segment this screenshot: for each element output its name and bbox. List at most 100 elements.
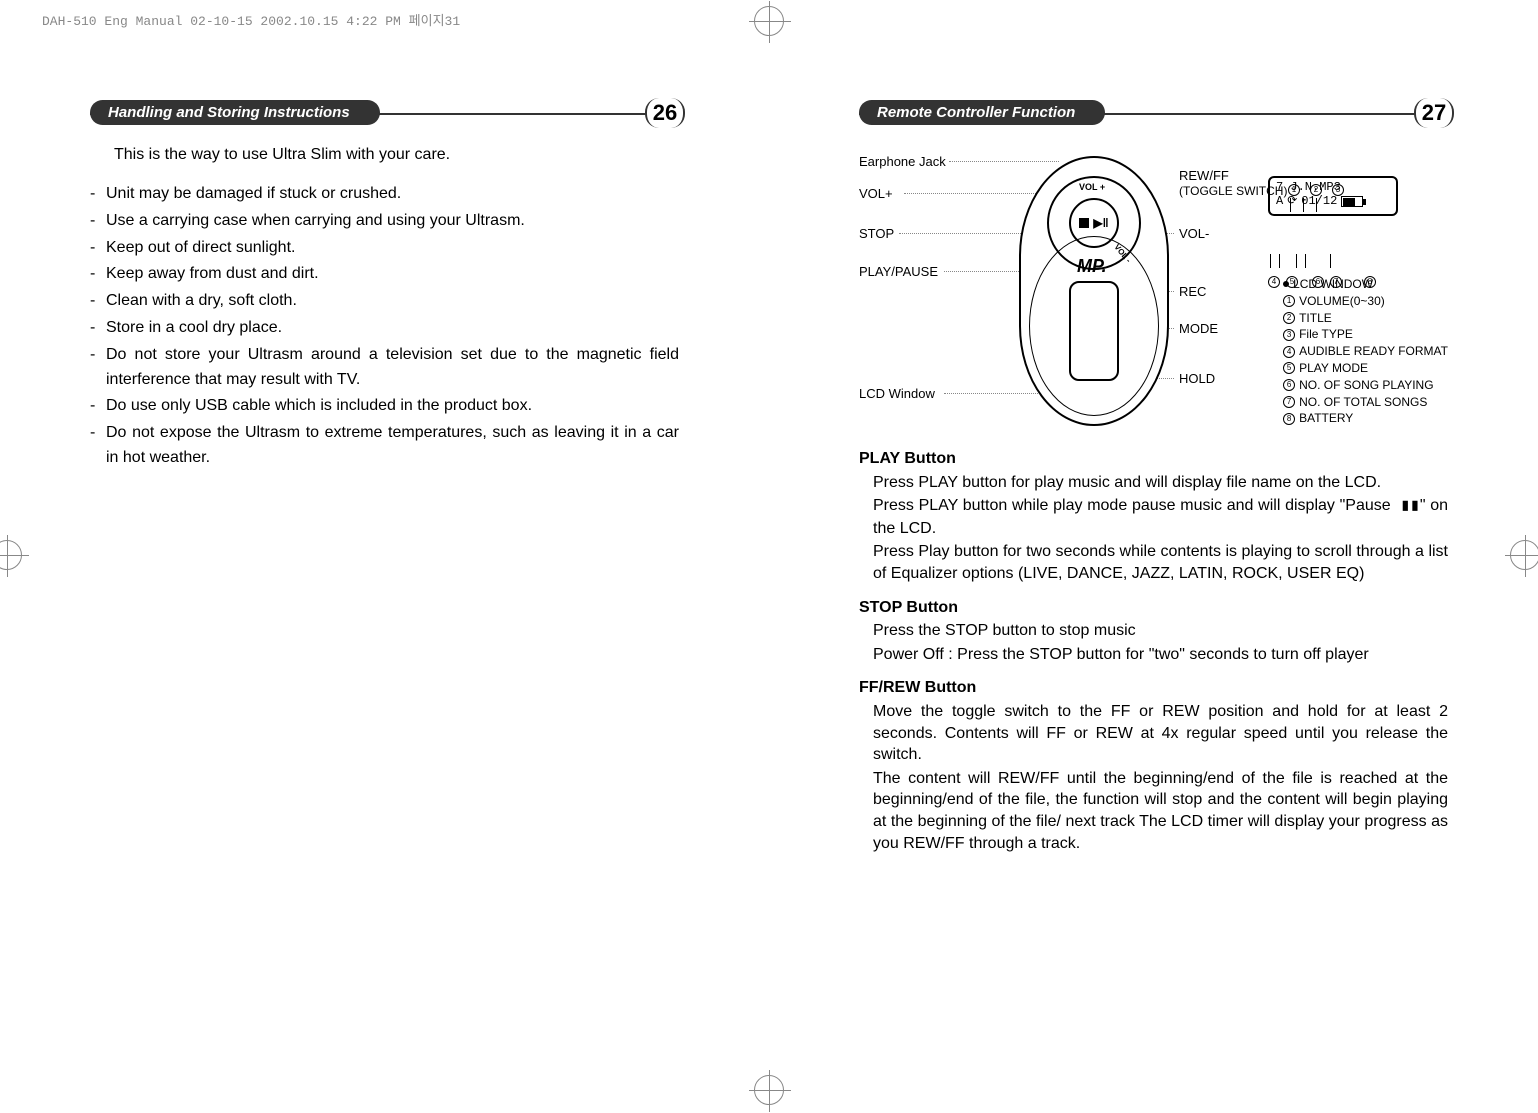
- left-title: Handling and Storing Instructions: [90, 100, 380, 125]
- spread: Handling and Storing Instructions 26 Thi…: [0, 0, 1538, 1113]
- legend-item: 2 TITLE: [1283, 310, 1448, 327]
- play-heading: PLAY Button: [859, 448, 1448, 470]
- lcd-line-2: A ⟳ 01/12: [1276, 194, 1390, 208]
- label-vol-minus: VOL-: [1179, 226, 1209, 241]
- lcd-callout: 1 2 3 7 J.N.MP3 A ⟳ 01/12: [1228, 176, 1448, 216]
- play-icon: ▶ǁ: [1093, 216, 1108, 230]
- leader-line: [949, 161, 1059, 162]
- dash-icon: -: [90, 421, 106, 471]
- dash-icon: -: [90, 262, 106, 287]
- legend-item: 6 NO. OF SONG PLAYING: [1283, 377, 1448, 394]
- label-rew-ff: REW/FF: [1179, 168, 1229, 183]
- circled-2: 2: [1283, 312, 1295, 324]
- legend-text: PLAY MODE: [1299, 360, 1368, 377]
- bullet-text: Do not store your Ultrasm around a telev…: [106, 343, 679, 393]
- label-rec: REC: [1179, 284, 1206, 299]
- dash-icon: -: [90, 236, 106, 261]
- remote-lcd-window: [1069, 281, 1119, 381]
- battery-icon: [1341, 196, 1363, 207]
- list-item: -Do not expose the Ultrasm to extreme te…: [90, 421, 679, 471]
- pointer-line: [1279, 254, 1280, 268]
- left-page: Handling and Storing Instructions 26 Thi…: [0, 100, 769, 1113]
- right-page: Remote Controller Function 27 Earphone J…: [769, 100, 1538, 1113]
- circled-3: 3: [1283, 329, 1295, 341]
- legend-item: 5 PLAY MODE: [1283, 360, 1448, 377]
- circled-4: 4: [1283, 346, 1295, 358]
- list-item: -Do not store your Ultrasm around a tele…: [90, 343, 679, 393]
- circled-7: 7: [1283, 396, 1295, 408]
- lcd-track-counter: 01/12: [1301, 194, 1337, 208]
- lcd-legend: LCD WINDOW 1 VOLUME(0~30) 2 TITLE 3 File TY…: [1283, 276, 1448, 427]
- bullet-icon: [1283, 281, 1289, 287]
- pointer-line: [1330, 254, 1331, 268]
- legend-text: BATTERY: [1299, 410, 1353, 427]
- pause-icon: ▮▮: [1391, 497, 1420, 515]
- circled-8: 8: [1283, 413, 1295, 425]
- print-header: DAH-510 Eng Manual 02-10-15 2002.10.15 4…: [42, 10, 460, 29]
- wheel-center: ▶ǁ: [1069, 198, 1119, 248]
- label-vol-plus: VOL+: [859, 186, 893, 201]
- stop-icon: [1079, 218, 1089, 228]
- stop-para-2: Power Off : Press the STOP button for "t…: [873, 644, 1448, 666]
- bullet-text: Keep out of direct sunlight.: [106, 236, 679, 261]
- register-mark-top: [754, 6, 784, 36]
- legend-item: 3 File TYPE: [1283, 326, 1448, 343]
- stop-heading: STOP Button: [859, 597, 1448, 619]
- lcd-line-1: 7 J.N.MP3: [1276, 180, 1390, 194]
- play-para-3: Press Play button for two seconds while …: [873, 541, 1448, 584]
- wheel-vol-minus: VOL -: [1112, 242, 1133, 264]
- circled-4: 4: [1268, 276, 1280, 288]
- dash-icon: -: [90, 182, 106, 207]
- list-item: -Store in a cool dry place.: [90, 316, 679, 341]
- dash-icon: -: [90, 316, 106, 341]
- remote-diagram: Earphone Jack VOL+ STOP PLAY/PAUSE LCD W…: [859, 146, 1448, 436]
- bullet-text: Do not expose the Ultrasm to extreme tem…: [106, 421, 679, 471]
- legend-text: VOLUME(0~30): [1299, 293, 1385, 310]
- list-item: -Do use only USB cable which is included…: [90, 394, 679, 419]
- label-earphone: Earphone Jack: [859, 154, 946, 169]
- bullet-text: Use a carrying case when carrying and us…: [106, 209, 679, 234]
- dash-icon: -: [90, 394, 106, 419]
- right-header: Remote Controller Function 27: [859, 100, 1448, 128]
- intro-text: This is the way to use Ultra Slim with y…: [114, 146, 679, 164]
- left-header: Handling and Storing Instructions 26: [90, 100, 679, 128]
- ffrew-para-1: Move the toggle switch to the FF or REW …: [873, 701, 1448, 766]
- bullet-text: Do use only USB cable which is included …: [106, 394, 679, 419]
- legend-text: File TYPE: [1299, 326, 1353, 343]
- list-item: -Keep away from dust and dirt.: [90, 262, 679, 287]
- bullet-text: Keep away from dust and dirt.: [106, 262, 679, 287]
- legend-text: TITLE: [1299, 310, 1332, 327]
- legend-item: 4 AUDIBLE READY FORMAT: [1283, 343, 1448, 360]
- circled-5: 5: [1283, 362, 1295, 374]
- legend-text: AUDIBLE READY FORMAT: [1299, 343, 1448, 360]
- legend-item: 1 VOLUME(0~30): [1283, 293, 1448, 310]
- legend-title: LCD WINDOW: [1293, 276, 1373, 293]
- list-item: -Unit may be damaged if stuck or crushed…: [90, 182, 679, 207]
- right-title: Remote Controller Function: [859, 100, 1105, 125]
- lcd-screen: 7 J.N.MP3 A ⟳ 01/12: [1268, 176, 1398, 216]
- list-item: -Use a carrying case when carrying and u…: [90, 209, 679, 234]
- ffrew-heading: FF/REW Button: [859, 677, 1448, 699]
- bullet-list: -Unit may be damaged if stuck or crushed…: [90, 182, 679, 471]
- bullet-text: Store in a cool dry place.: [106, 316, 679, 341]
- play-para-2a: Press PLAY button while play mode pause …: [873, 497, 1391, 514]
- legend-item: 8 BATTERY: [1283, 410, 1448, 427]
- legend-head: LCD WINDOW: [1283, 276, 1448, 293]
- lcd-mode-letter: A: [1276, 194, 1283, 208]
- body-text: PLAY Button Press PLAY button for play m…: [859, 448, 1448, 854]
- stop-para-1: Press the STOP button to stop music: [873, 620, 1448, 642]
- list-item: -Keep out of direct sunlight.: [90, 236, 679, 261]
- list-item: -Clean with a dry, soft cloth.: [90, 289, 679, 314]
- label-stop: STOP: [859, 226, 894, 241]
- mp-logo: MP.: [1077, 256, 1107, 277]
- circled-1: 1: [1283, 295, 1295, 307]
- dash-icon: -: [90, 209, 106, 234]
- label-lcd-window: LCD Window: [859, 386, 935, 401]
- legend-text: NO. OF SONG PLAYING: [1299, 377, 1433, 394]
- label-hold: HOLD: [1179, 371, 1215, 386]
- leader-line: [904, 193, 1044, 194]
- circled-6: 6: [1283, 379, 1295, 391]
- ffrew-para-2: The content will REW/FF until the beginn…: [873, 768, 1448, 854]
- bullet-text: Unit may be damaged if stuck or crushed.: [106, 182, 679, 207]
- pointer-line: [1305, 254, 1306, 268]
